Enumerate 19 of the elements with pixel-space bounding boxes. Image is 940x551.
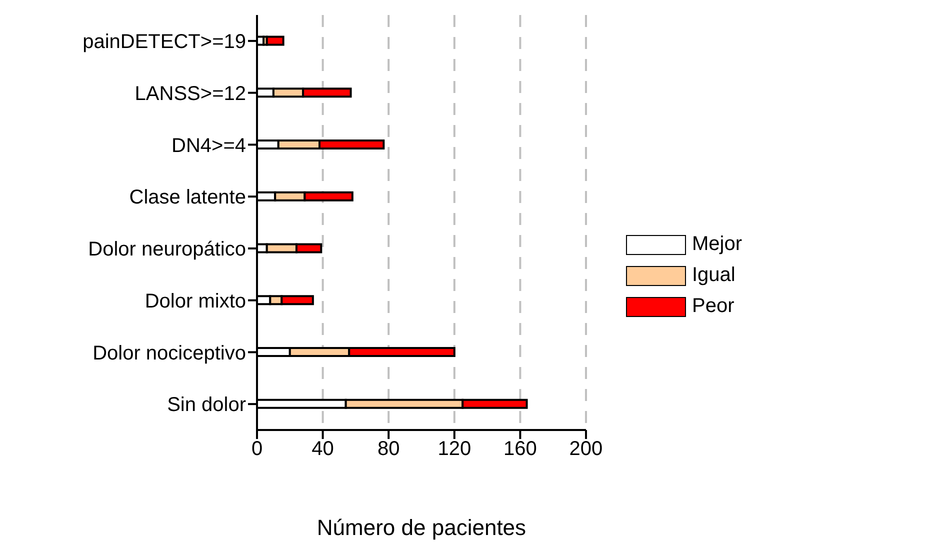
- bar: [266, 36, 284, 46]
- y-tick-label: Sin dolor: [167, 394, 246, 416]
- legend-label: Mejor: [692, 233, 742, 256]
- x-tick-label: 200: [569, 438, 603, 460]
- x-axis-title: Número de pacientes: [316, 515, 526, 540]
- y-tick-label: Dolor mixto: [144, 290, 246, 312]
- x-tick-label: 40: [312, 438, 334, 460]
- x-tick-label: 160: [504, 438, 537, 460]
- legend-label: Peor: [692, 295, 734, 318]
- y-tick-label: Dolor neuropático: [88, 238, 246, 261]
- legend-label: Igual: [692, 264, 736, 287]
- y-tick-label: Clase latente: [129, 186, 246, 209]
- x-tick-label: 0: [251, 438, 263, 460]
- y-tick-label: LANSS>=12: [134, 82, 246, 105]
- y-tick-label: DN4>=4: [172, 134, 246, 157]
- x-tick-label: 80: [377, 438, 400, 460]
- y-tick-label: painDETECT>=19: [82, 31, 246, 54]
- y-tick-label: Dolor nociceptivo: [92, 342, 246, 364]
- x-tick-label: 120: [438, 438, 472, 460]
